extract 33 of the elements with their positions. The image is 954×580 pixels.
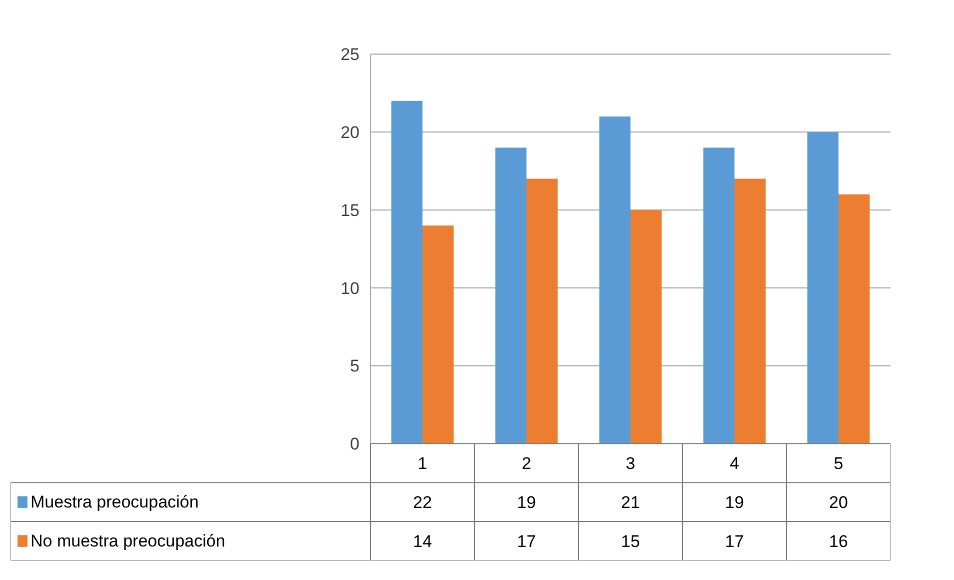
data-label: 17 <box>517 532 536 552</box>
data-label: 17 <box>725 532 744 552</box>
y-tick-label: 0 <box>350 434 360 454</box>
x-tick-label: 1 <box>418 454 428 474</box>
bar <box>422 226 454 444</box>
y-tick-label: 25 <box>340 45 360 64</box>
bar <box>807 132 838 444</box>
legend-label: Muestra preocupación <box>30 492 199 512</box>
y-tick-label: 5 <box>350 356 360 376</box>
bar <box>734 178 766 444</box>
bar <box>630 210 662 444</box>
bar <box>599 116 630 444</box>
data-label: 20 <box>829 493 848 512</box>
x-tick-label: 5 <box>834 454 844 474</box>
bar <box>526 178 558 444</box>
bar <box>703 148 734 444</box>
data-label: 14 <box>413 532 432 552</box>
x-tick-label: 4 <box>730 454 740 474</box>
data-label: 19 <box>517 493 536 512</box>
y-tick-label: 15 <box>340 200 360 220</box>
x-tick-label: 3 <box>626 454 636 474</box>
legend-label: No muestra preocupación <box>30 532 226 551</box>
data-label: 21 <box>621 493 640 512</box>
data-label: 22 <box>413 493 432 512</box>
bar <box>838 194 870 444</box>
y-tick-label: 20 <box>340 123 360 142</box>
y-tick-label: 10 <box>340 278 360 298</box>
data-label: 15 <box>621 532 640 552</box>
bar <box>391 100 422 444</box>
data-label: 16 <box>829 532 848 552</box>
bar <box>495 148 526 444</box>
data-label: 19 <box>725 493 744 512</box>
x-tick-label: 2 <box>522 454 532 474</box>
